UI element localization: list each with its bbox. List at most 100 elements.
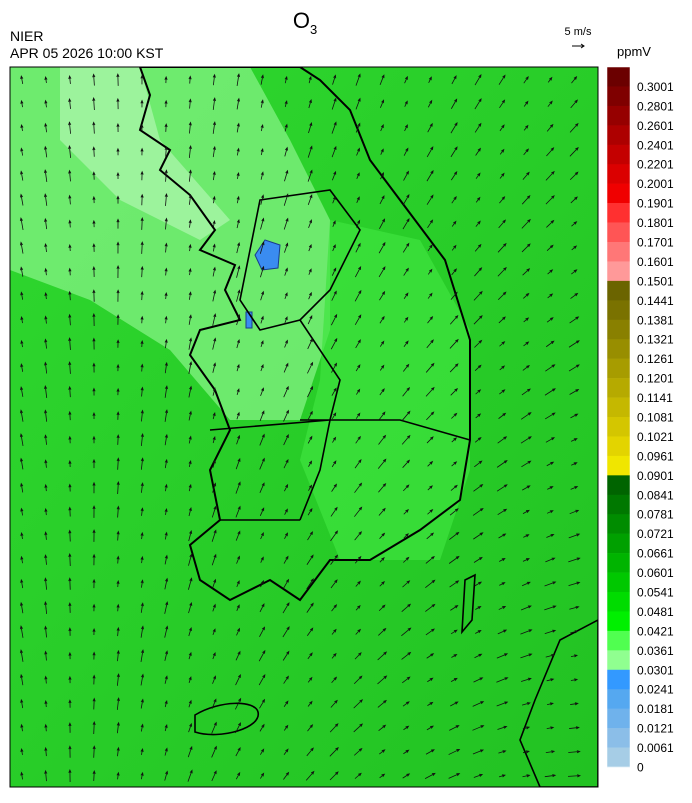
wind-arrow [116,339,120,348]
colorbar-swatch [607,417,630,437]
wind-arrow [404,124,408,132]
wind-arrow [570,196,578,204]
wind-arrow [116,530,120,541]
wind-arrow [356,196,360,203]
wind-arrow [140,723,144,732]
wind-arrow [236,555,240,564]
wind-arrow [473,315,483,325]
wind-arrow [475,220,481,227]
wind-arrow [307,676,313,683]
wind-arrow [523,317,530,323]
wind-arrow [380,171,384,180]
wind-arrow [260,556,264,563]
wind-arrow [544,412,556,420]
wind-arrow [379,532,386,539]
wind-arrow [235,673,241,686]
wind-arrow [307,724,314,732]
wind-arrow [522,364,530,371]
wind-arrow [521,388,531,396]
wind-arrow [427,677,434,683]
wind-arrow [474,437,482,443]
wind-arrow [68,768,72,783]
wind-arrow [68,722,72,733]
colorbar-frame [606,66,631,768]
wind-arrow [44,361,48,374]
wind-arrow [380,99,385,108]
wind-arrow [116,505,120,518]
wind-arrow [283,434,289,446]
wind-arrow [68,219,72,228]
colorbar-swatch [607,397,630,418]
wind-arrow [188,194,192,205]
wind-arrow [424,772,436,779]
wind-arrow [451,75,457,85]
wind-arrow [68,361,72,374]
wind-arrow [284,483,289,492]
wind-arrow [402,193,410,206]
wind-arrow [308,122,313,134]
wind-arrow [92,481,96,494]
colorbar-label: 0.0361 [637,644,674,658]
wind-arrow [331,604,338,612]
wind-arrow [211,698,217,709]
wind-arrow [19,409,24,422]
wind-arrow [236,363,240,372]
colorbar-label: 0.0781 [637,508,674,522]
wind-arrow [68,552,72,567]
wind-arrow [331,267,337,276]
wind-arrow [188,75,192,84]
wind-arrow [475,605,482,610]
wind-arrow [377,458,387,469]
wind-arrow [332,436,337,443]
wind-arrow [570,99,578,109]
wind-arrow [212,337,217,350]
wind-arrow [330,506,338,517]
wind-arrow [570,654,579,658]
wind-arrow [546,534,555,538]
wind-arrow [212,220,216,228]
wind-arrow [188,530,193,542]
wind-arrow [235,746,241,757]
wind-arrow [426,339,434,349]
wind-arrow [188,626,192,637]
wind-arrow [19,217,24,230]
wind-arrow [499,365,506,371]
wind-arrow [20,315,24,324]
wind-arrow [355,605,361,611]
wind-arrow [44,577,48,590]
wind-arrow [140,193,144,206]
wind-arrow [403,267,409,276]
wind-arrow [188,145,192,159]
wind-arrow [546,461,555,467]
wind-arrow [20,386,24,397]
wind-arrow [545,750,556,754]
wind-arrow [545,340,555,348]
colorbar-label: 0.0481 [637,605,674,619]
wind-arrow [449,725,460,731]
wind-arrow [116,363,120,372]
wind-arrow [355,242,361,253]
wind-arrow [379,290,386,301]
wind-arrow [211,505,217,518]
wind-arrow [20,698,24,709]
wind-arrow [187,745,193,758]
wind-arrow [235,771,241,780]
wind-arrow [377,699,387,708]
wind-arrow [212,628,216,635]
colorbar-swatch [607,242,630,262]
wind-arrow [305,770,315,781]
wind-arrow [235,481,241,494]
wind-arrow [188,699,192,708]
wind-arrow [164,217,168,230]
wind-arrow [523,534,530,538]
wind-arrow [235,722,241,734]
wind-arrow [544,605,557,611]
wind-arrow [140,123,144,132]
colorbar-label: 0.0121 [637,722,674,736]
wind-arrow [44,122,48,133]
wind-arrow [403,316,409,323]
colorbar-swatch [607,280,630,301]
wind-arrow [140,625,145,638]
wind-arrow [164,315,168,324]
wind-arrow [377,651,388,661]
